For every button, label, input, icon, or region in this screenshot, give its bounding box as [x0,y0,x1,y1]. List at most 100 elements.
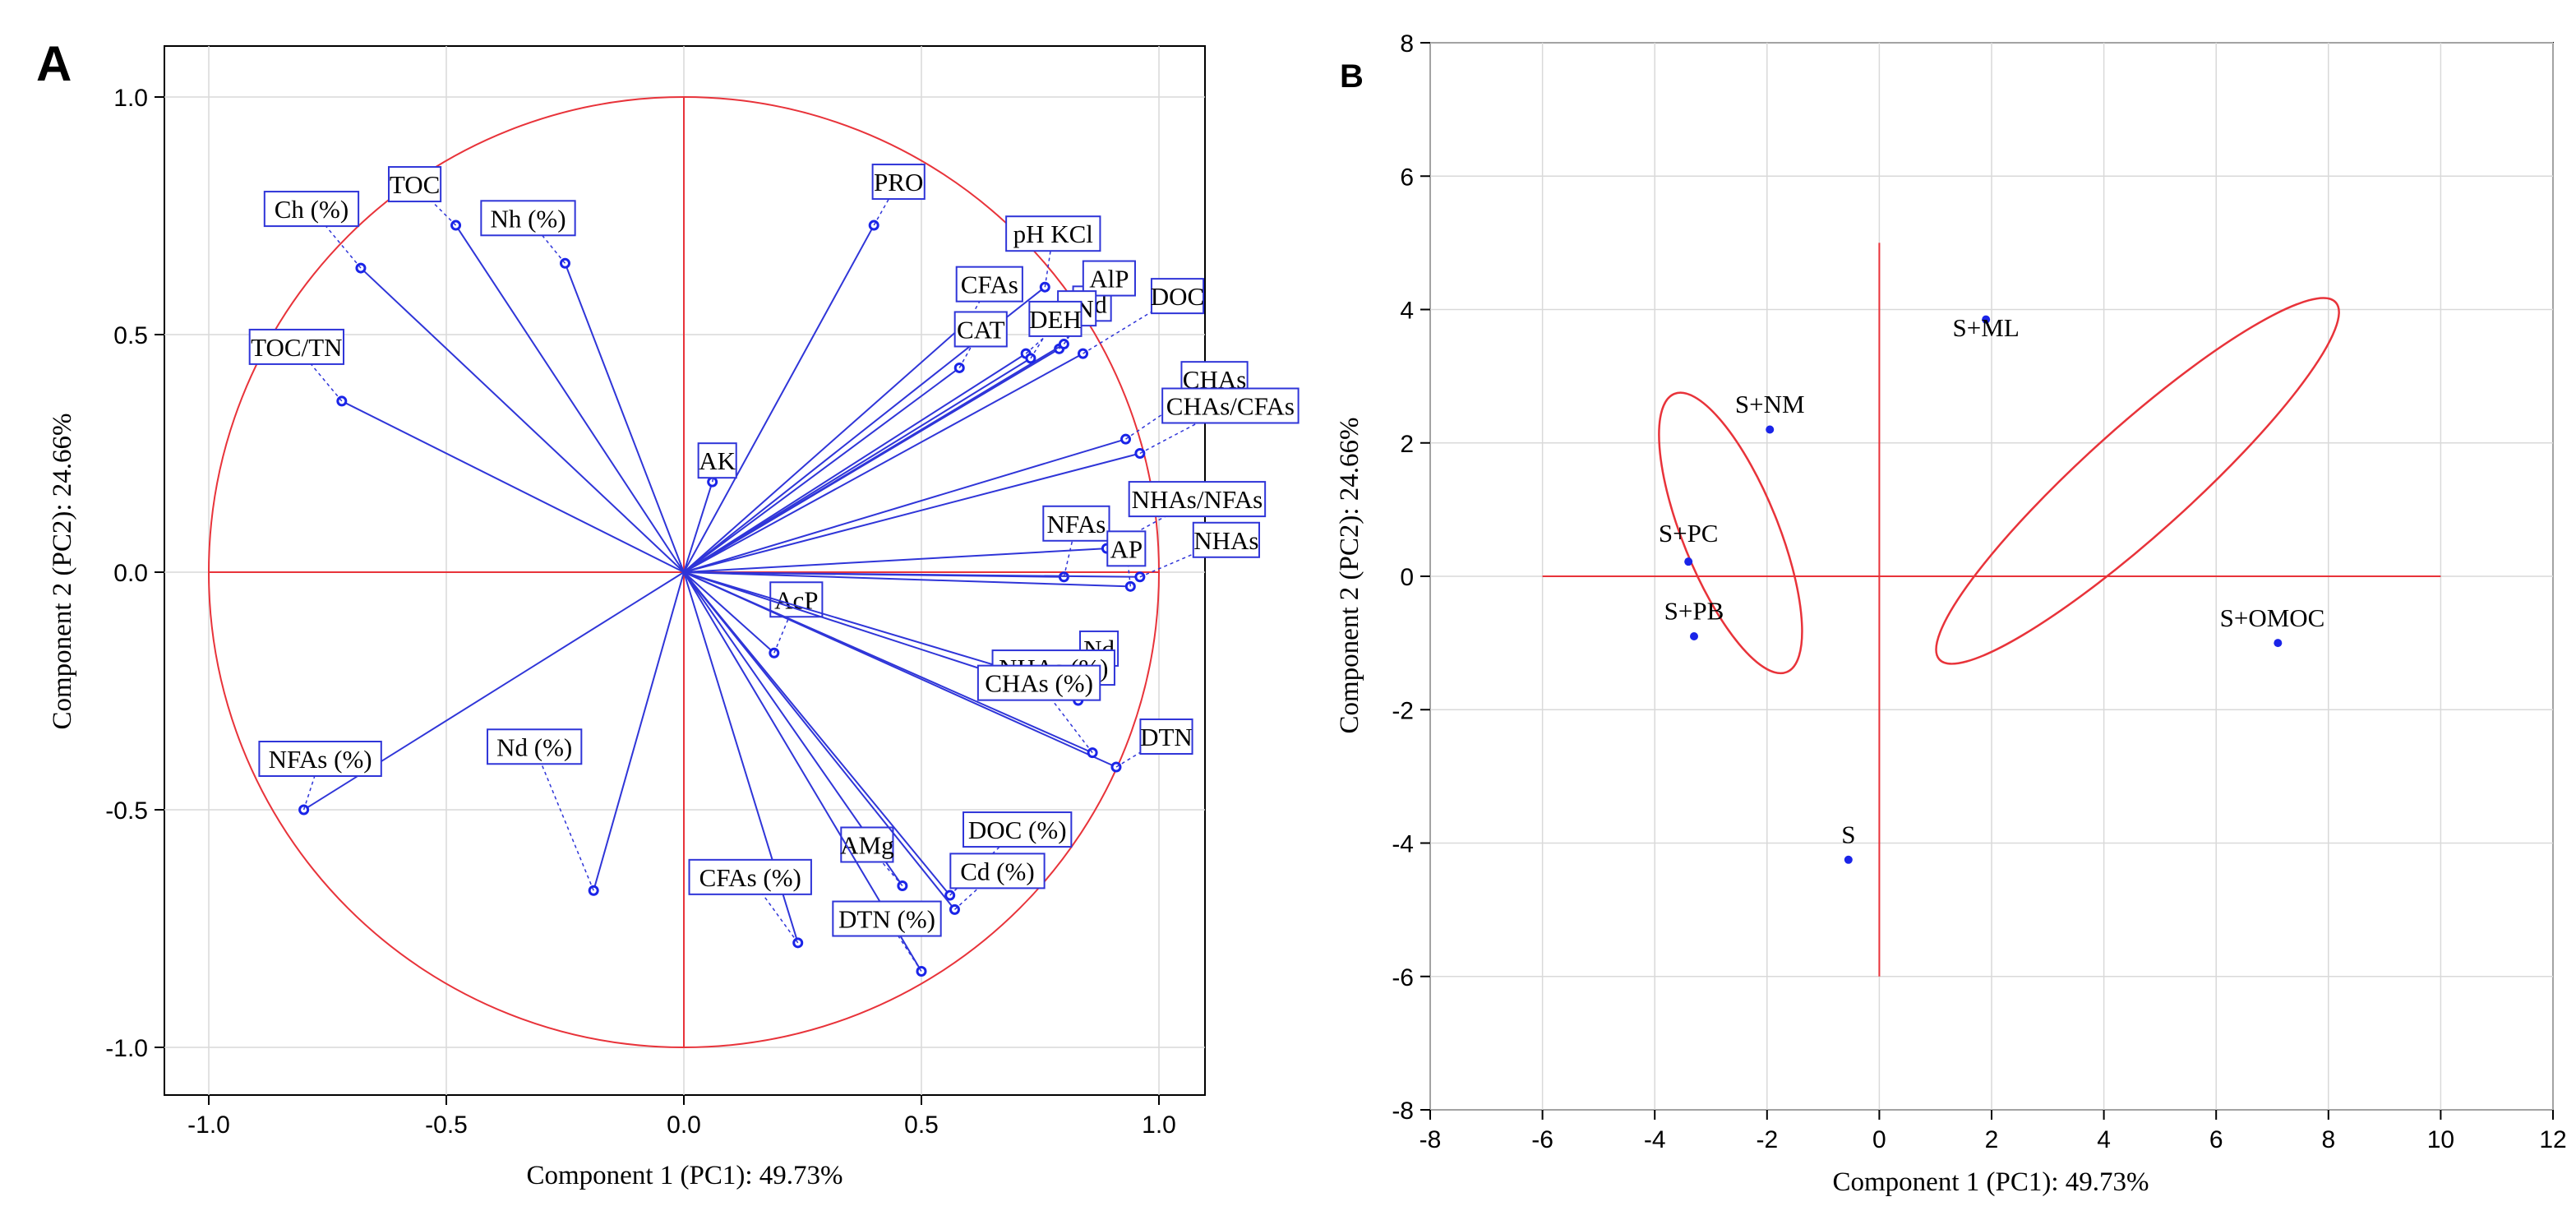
loading-vector-ch [360,267,685,573]
group-ellipse-2 [1935,297,2340,665]
y-tick-label: 6 [1400,164,1414,191]
x-tick-label: 8 [2321,1126,2335,1153]
loading-label-chas: CHAs (%) [985,669,1093,698]
loading-label-nhas: NHAs [1193,526,1258,555]
loading-label-box-doc [963,811,1073,848]
panel-a-letter: A [36,36,72,91]
score-point-s-ml [1982,315,1991,324]
y-tick-label: 0.0 [113,560,148,587]
loading-label-cfas: CFAs [961,270,1018,299]
panel-a-axis-ticks: -1.0 -0.5 0.0 0.5 1.0 1.0 0.5 0.0 -0.5 -1.0 [105,85,1176,1139]
panel-b-x-axis-label: Component 1 (PC1): 49.73% [1833,1167,2149,1197]
group-ellipse-1 [1658,391,1803,675]
loading-vector-alp [683,343,1064,573]
loading-label-box-pro [871,164,926,201]
loading-vector-chas [683,438,1126,573]
loading-vector-tn [683,353,1027,573]
x-tick-label: 1.0 [1142,1111,1176,1139]
x-tick-label: 12 [2539,1126,2566,1153]
x-tick-label: 2 [1985,1126,1999,1153]
loading-label-box-nhas-nfas [1128,481,1267,518]
loading-label-box-ap [1106,530,1147,567]
x-tick-label: -4 [1644,1126,1666,1153]
panel-a-x-axis-label: Component 1 (PC1): 49.73% [527,1161,843,1190]
score-point-s-nm [1766,425,1775,434]
score-point-s [1844,855,1853,864]
loading-label-ak: AK [699,446,736,475]
x-tick-label: -1.0 [187,1111,230,1139]
loading-label-cat: CAT [957,315,1005,344]
loading-label-doc: DOC [1151,282,1204,311]
y-tick-label: 8 [1400,30,1414,58]
y-tick-label: -4 [1392,831,1414,858]
loading-vector-nd [683,571,1050,682]
loading-label-nd: Nd (%) [496,732,572,761]
x-tick-label: -0.5 [425,1111,468,1139]
loading-label-dtn: DTN [1140,723,1193,751]
leader-line-nd [533,746,594,891]
loading-vector-toc-tn [341,400,685,573]
y-tick-label: -8 [1392,1098,1414,1125]
y-tick-label: -0.5 [105,797,148,825]
loading-label-box-nd [487,728,583,765]
score-label-s-pc: S+PC [1659,519,1719,548]
panel-b-y-axis-label: Component 2 (PC2): 24.66% [1335,418,1364,734]
score-point-s-omoc [2274,639,2283,648]
leader-line-nfas [1063,523,1078,577]
loading-vector-pro [683,224,875,573]
loading-vector-ap [683,571,1131,588]
loading-label-box-cat [953,311,1008,348]
loading-label-box-toc [387,166,442,203]
loading-label-nh: Nh (%) [490,204,566,233]
loading-label-cfas: CFAs (%) [699,863,801,892]
loading-label-box-nhas [1192,521,1260,558]
loading-label-cd: Cd (%) [960,857,1034,885]
loading-label-nfas: NFAs (%) [269,745,372,774]
loading-label-deh: DEH [1029,305,1082,334]
loading-label-toc-tn: TOC/TN [251,333,342,362]
loading-label-box-doc [1150,278,1205,315]
loading-label-box-cd [949,853,1046,890]
y-tick-label: 4 [1400,298,1414,325]
x-tick-label: -8 [1420,1126,1442,1153]
leader-line-toc-tn [296,346,343,402]
score-label-s-pb: S+PB [1664,597,1724,626]
score-label-s: S [1841,820,1855,849]
loading-label-doc: DOC (%) [968,816,1067,844]
loading-label-alp: AlP [1089,265,1129,293]
loading-label-box-dtn [832,900,942,937]
y-tick-label: 0 [1400,564,1414,591]
leader-line-nhas [1139,539,1227,578]
score-label-s-omoc: S+OMOC [2220,603,2325,632]
loading-label-nfas: NFAs [1047,510,1106,538]
panel-b-letter: B [1340,58,1364,95]
loading-label-box-nfas [258,741,382,777]
x-tick-label: 10 [2427,1126,2454,1153]
panel-a: A -1.0 -0.5 0.0 0.5 1.0 1.0 0.5 0.0 -0.5 -1.0 TOC… [36,36,1300,1190]
loading-label-box-cfas [955,266,1023,303]
loading-label-box-nh [480,200,576,237]
x-tick-label: 4 [2097,1126,2111,1153]
loading-vector-cfas [683,319,970,573]
loading-label-box-ak [697,442,737,479]
x-tick-label: 0 [1872,1126,1886,1153]
y-tick-label: 2 [1400,431,1414,458]
loading-label-pro: PRO [874,168,923,196]
panel-b: B -8 -6 -4 -2 0 2 4 6 8 10 12 8 6 4 2 0 -2 -4 -6 -8 S+ML S+N… [1335,30,2567,1197]
loading-label-toc: TOC [390,170,440,199]
y-tick-label: -2 [1392,697,1414,724]
loading-label-ph-kcl: pH KCl [1013,220,1093,248]
leader-line-nfas [302,758,321,811]
leader-line-cat [958,329,981,368]
loading-vector-acp [683,571,775,654]
panel-b-content: S+ML S+NM S+PC S+PB S+OMOC S [1542,243,2441,977]
x-tick-label: 0.0 [667,1111,701,1139]
score-label-s-ml: S+ML [1953,313,2020,342]
y-tick-label: 0.5 [113,322,148,349]
loading-vector-nh [564,262,685,573]
y-tick-label: -6 [1392,964,1414,991]
loading-label-ch: Ch (%) [275,195,349,224]
loading-label-box-amg [840,826,894,863]
loading-label-box-chas-cfas [1161,387,1300,424]
